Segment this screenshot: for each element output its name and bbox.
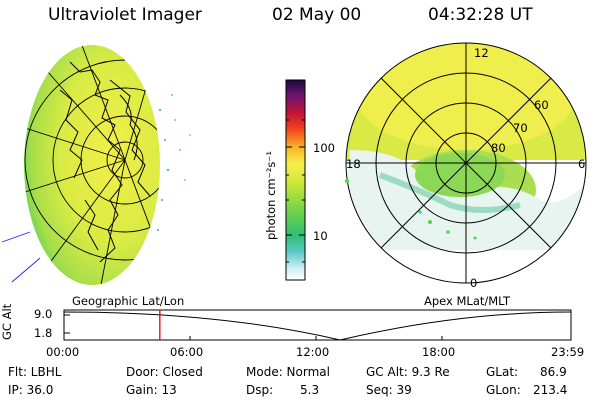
dsp-value: 5.3: [300, 383, 320, 397]
colorbar-tick-100: 100: [313, 141, 335, 155]
colorbar-unit-label: photon cm⁻²s⁻¹: [264, 151, 278, 240]
mlat-label-80: 80: [491, 141, 506, 155]
mlt-label-18: 18: [346, 157, 361, 171]
colorbar-tick-10: 10: [313, 229, 328, 243]
time-label: 04:32:28 UT: [428, 5, 533, 25]
dsp-label: Dsp:: [246, 383, 274, 397]
timeline-xtick-0000: 00:00: [46, 345, 80, 359]
ip-info: IP: 36.0: [8, 383, 54, 397]
timeline-ytick-1-8: 1.8: [34, 326, 53, 340]
mlt-label-6: 6: [578, 157, 586, 171]
mode-info: Mode: Normal: [246, 365, 330, 379]
polar-plot: [344, 42, 587, 284]
mlt-label-12: 12: [474, 46, 489, 60]
gc-alt-info: GC Alt: 9.3 Re: [366, 365, 450, 379]
gain-info: Gain: 13: [126, 383, 177, 397]
right-map-label: Apex MLat/MLT: [424, 294, 511, 308]
timeline-plot: [63, 309, 572, 341]
glon-value: 213.4: [533, 383, 568, 397]
glat-value: 86.9: [540, 365, 567, 379]
geographic-image: [1, 45, 191, 285]
mlt-label-0: 0: [470, 276, 478, 290]
left-map-label: Geographic Lat/Lon: [72, 294, 185, 308]
timeline-xtick-0600: 06:00: [170, 345, 204, 359]
glat-label: GLat:: [486, 365, 519, 379]
mlat-label-70: 70: [513, 121, 528, 135]
filter-info: Flt: LBHL: [8, 365, 62, 379]
instrument-title: Ultraviolet Imager: [48, 5, 202, 25]
date-label: 02 May 00: [272, 5, 362, 25]
timeline-xtick-2359: 23:59: [551, 345, 585, 359]
glon-label: GLon:: [486, 383, 521, 397]
door-info: Door: Closed: [126, 365, 203, 379]
mlat-label-60: 60: [534, 98, 549, 112]
timeline-xtick-1800: 18:00: [422, 345, 456, 359]
timeline-ytick-9: 9.0: [34, 307, 53, 321]
timeline-xtick-1200: 12:00: [296, 345, 330, 359]
colorbar: [285, 79, 306, 281]
seq-info: Seq: 39: [366, 383, 412, 397]
timeline-axis-label: GC Alt: [0, 303, 14, 340]
